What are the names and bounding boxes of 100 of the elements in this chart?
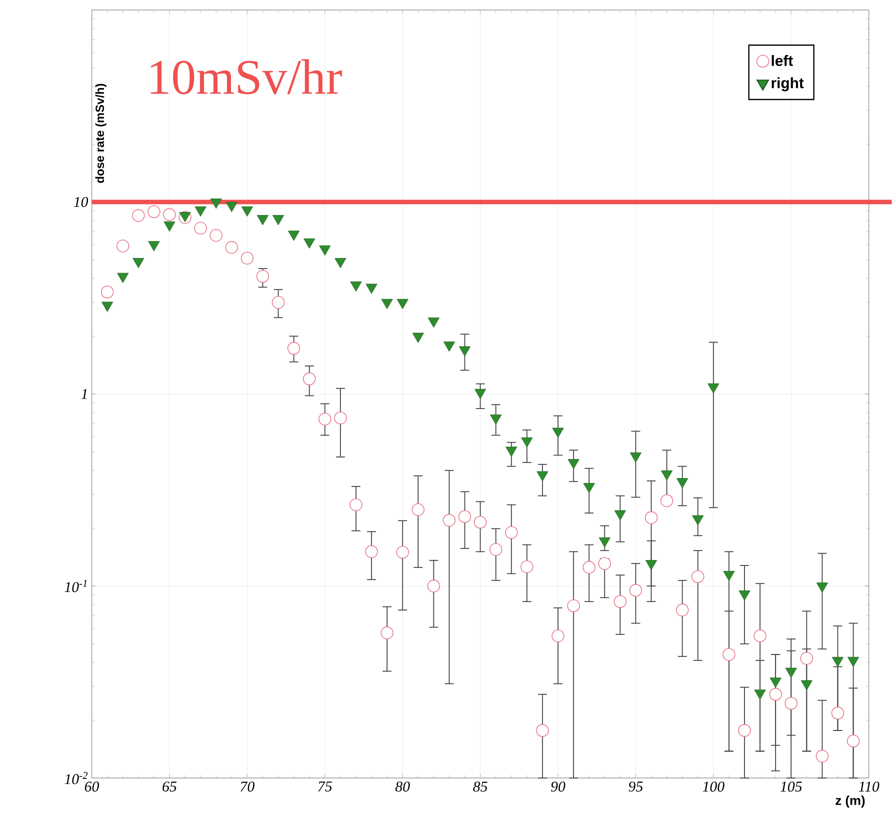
point [722,648,736,661]
point [691,570,704,583]
y-axis-title: dose rate (mSv/h) [95,84,106,183]
x-tick-label: 110 [858,782,880,792]
point [287,342,300,355]
point [598,557,612,570]
point [365,545,378,558]
point [692,515,704,526]
point [800,652,814,665]
point [272,215,284,226]
point [614,595,627,608]
point [738,724,751,737]
y-tick-label: 10$^{-1}$ [64,580,87,592]
point [770,678,782,688]
point [194,222,207,235]
x-tick-label: 100 [702,782,724,792]
point [536,724,549,737]
point [676,478,688,488]
point [132,258,144,268]
point [754,690,766,700]
point [241,206,253,217]
point [644,511,658,524]
x-tick-label: 105 [780,782,802,792]
point [847,656,860,668]
point [396,298,408,310]
point [350,498,362,512]
x-tick-label: 70 [240,782,254,792]
point [443,342,456,352]
point [366,284,378,294]
point [816,582,828,593]
point [458,510,472,523]
point [504,526,518,539]
point [302,372,316,386]
legend-label: right [772,77,804,92]
point [210,229,222,242]
point [256,270,270,283]
point [226,202,238,212]
point [754,630,766,642]
point [676,604,689,616]
point [800,680,812,690]
point [412,503,425,516]
x-tick-label: 90 [550,782,566,792]
point [769,688,782,701]
point [489,543,502,556]
point [240,252,254,265]
point [536,471,548,482]
point [210,198,222,209]
point [100,286,114,298]
x-axis-title: z (m) [836,796,865,808]
point [660,494,674,508]
point [225,241,238,254]
point [318,412,332,426]
point [583,483,595,494]
y-tick-label: 1 [81,389,87,399]
point [784,696,798,710]
point [334,412,347,424]
point [598,537,610,548]
point [629,584,642,597]
point [164,221,176,232]
point [334,258,346,268]
point [163,208,176,221]
legend-label: left [772,55,793,66]
point [256,215,269,226]
point [148,205,160,218]
point [630,452,642,463]
point [816,750,829,763]
point [568,459,580,470]
point [738,590,750,601]
point [831,706,844,720]
point [614,510,626,520]
point [396,546,409,559]
point [521,437,533,448]
point [567,599,580,612]
point [380,626,394,640]
point [428,318,440,328]
x-tick-label: 60 [84,782,100,792]
point [117,272,129,284]
x-tick-label: 80 [395,782,410,792]
x-tick-label: 85 [473,782,488,792]
point [846,734,860,748]
x-tick-label: 65 [162,782,176,792]
point [458,346,471,356]
point [350,281,362,292]
point [520,560,534,574]
point [474,388,486,400]
point [194,206,206,217]
x-tick-label: 75 [318,782,332,792]
point [412,332,424,343]
point [645,560,658,570]
point [708,383,720,394]
point [660,470,673,481]
point [427,580,440,592]
point [132,209,145,222]
point [442,514,456,527]
point [288,230,300,241]
point [304,238,316,249]
point [116,240,130,252]
point [552,630,564,642]
point [552,428,564,438]
y-tick-label: 10 [74,196,88,208]
